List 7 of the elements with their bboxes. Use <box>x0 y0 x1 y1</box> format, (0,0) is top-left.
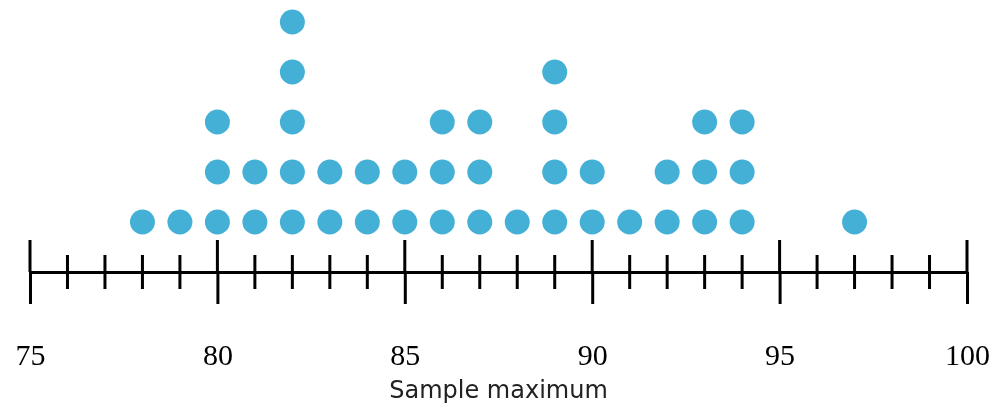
x-tick-label: 90 <box>577 338 608 372</box>
x-axis-title: Sample maximum <box>389 376 608 404</box>
x-tick-label: 75 <box>15 338 46 372</box>
x-tick-label: 95 <box>765 338 796 372</box>
x-tick-label: 80 <box>202 338 233 372</box>
x-tick-label: 85 <box>390 338 421 372</box>
x-tick-label: 100 <box>945 338 990 372</box>
